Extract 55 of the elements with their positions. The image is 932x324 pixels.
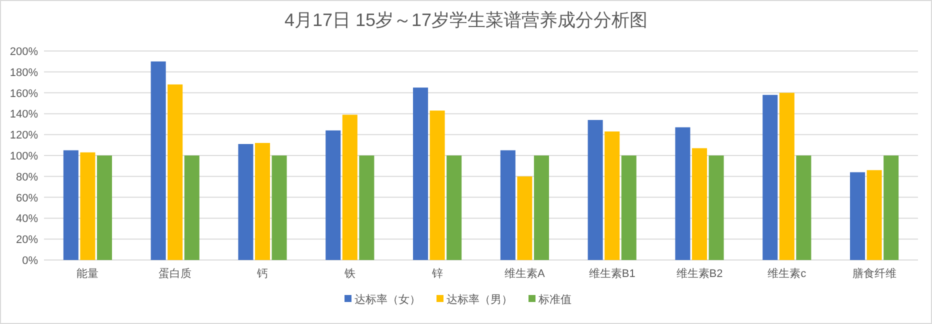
y-tick-label: 140% (10, 108, 38, 121)
x-tick-label: 钙 (256, 268, 268, 280)
x-tick-label: 维生素A (504, 267, 546, 280)
legend-label: 达标率（女） (354, 293, 420, 306)
bar (359, 156, 374, 260)
bar (779, 92, 794, 260)
bar (796, 156, 812, 260)
bar (534, 156, 549, 260)
bar (63, 150, 78, 260)
x-tick-label: 铁 (343, 268, 356, 280)
y-tick-label: 80% (16, 171, 38, 184)
bar (272, 156, 287, 260)
bar (762, 94, 778, 260)
x-tick-label: 膳食纤维 (852, 267, 896, 280)
y-tick-label: 40% (16, 213, 38, 226)
bar (150, 61, 166, 260)
bar (692, 148, 708, 260)
y-tick-label: 120% (10, 130, 38, 142)
bar (326, 130, 341, 260)
bar (588, 120, 603, 260)
bar (238, 144, 254, 260)
x-tick-label: 维生素B1 (588, 267, 636, 280)
bar (850, 172, 866, 260)
y-tick-label: 60% (16, 192, 38, 204)
bar (184, 156, 200, 260)
bar (500, 150, 516, 260)
bar (446, 156, 462, 260)
x-tick-label: 维生素B2 (676, 267, 723, 280)
y-tick-label: 200% (10, 46, 38, 58)
bar (413, 88, 428, 260)
chart-title: 4月17日 15岁～17岁学生菜谱营养成分分析图 (284, 10, 648, 30)
y-tick-label: 0% (22, 255, 38, 267)
y-tick-label: 180% (10, 66, 38, 79)
y-tick-label: 160% (10, 88, 38, 100)
legend-label: 标准值 (538, 293, 572, 306)
x-tick-label: 维生素c (768, 267, 807, 280)
x-tick-label: 锌 (430, 267, 443, 280)
bar (168, 84, 183, 260)
y-tick-label: 100% (10, 150, 38, 162)
bar (621, 156, 636, 260)
bar (708, 156, 724, 260)
bar (604, 131, 620, 260)
bar (430, 110, 445, 260)
bar (342, 114, 358, 260)
x-tick-label: 蛋白质 (158, 267, 192, 280)
bar (517, 176, 532, 260)
x-tick-label: 能量 (76, 267, 99, 280)
y-tick-label: 20% (16, 234, 38, 246)
bar (866, 170, 882, 260)
bar (254, 142, 270, 260)
legend-label: 达标率（男） (446, 293, 512, 306)
bar (675, 127, 690, 260)
bar (884, 156, 899, 260)
bar (80, 152, 96, 260)
bar (96, 156, 112, 260)
